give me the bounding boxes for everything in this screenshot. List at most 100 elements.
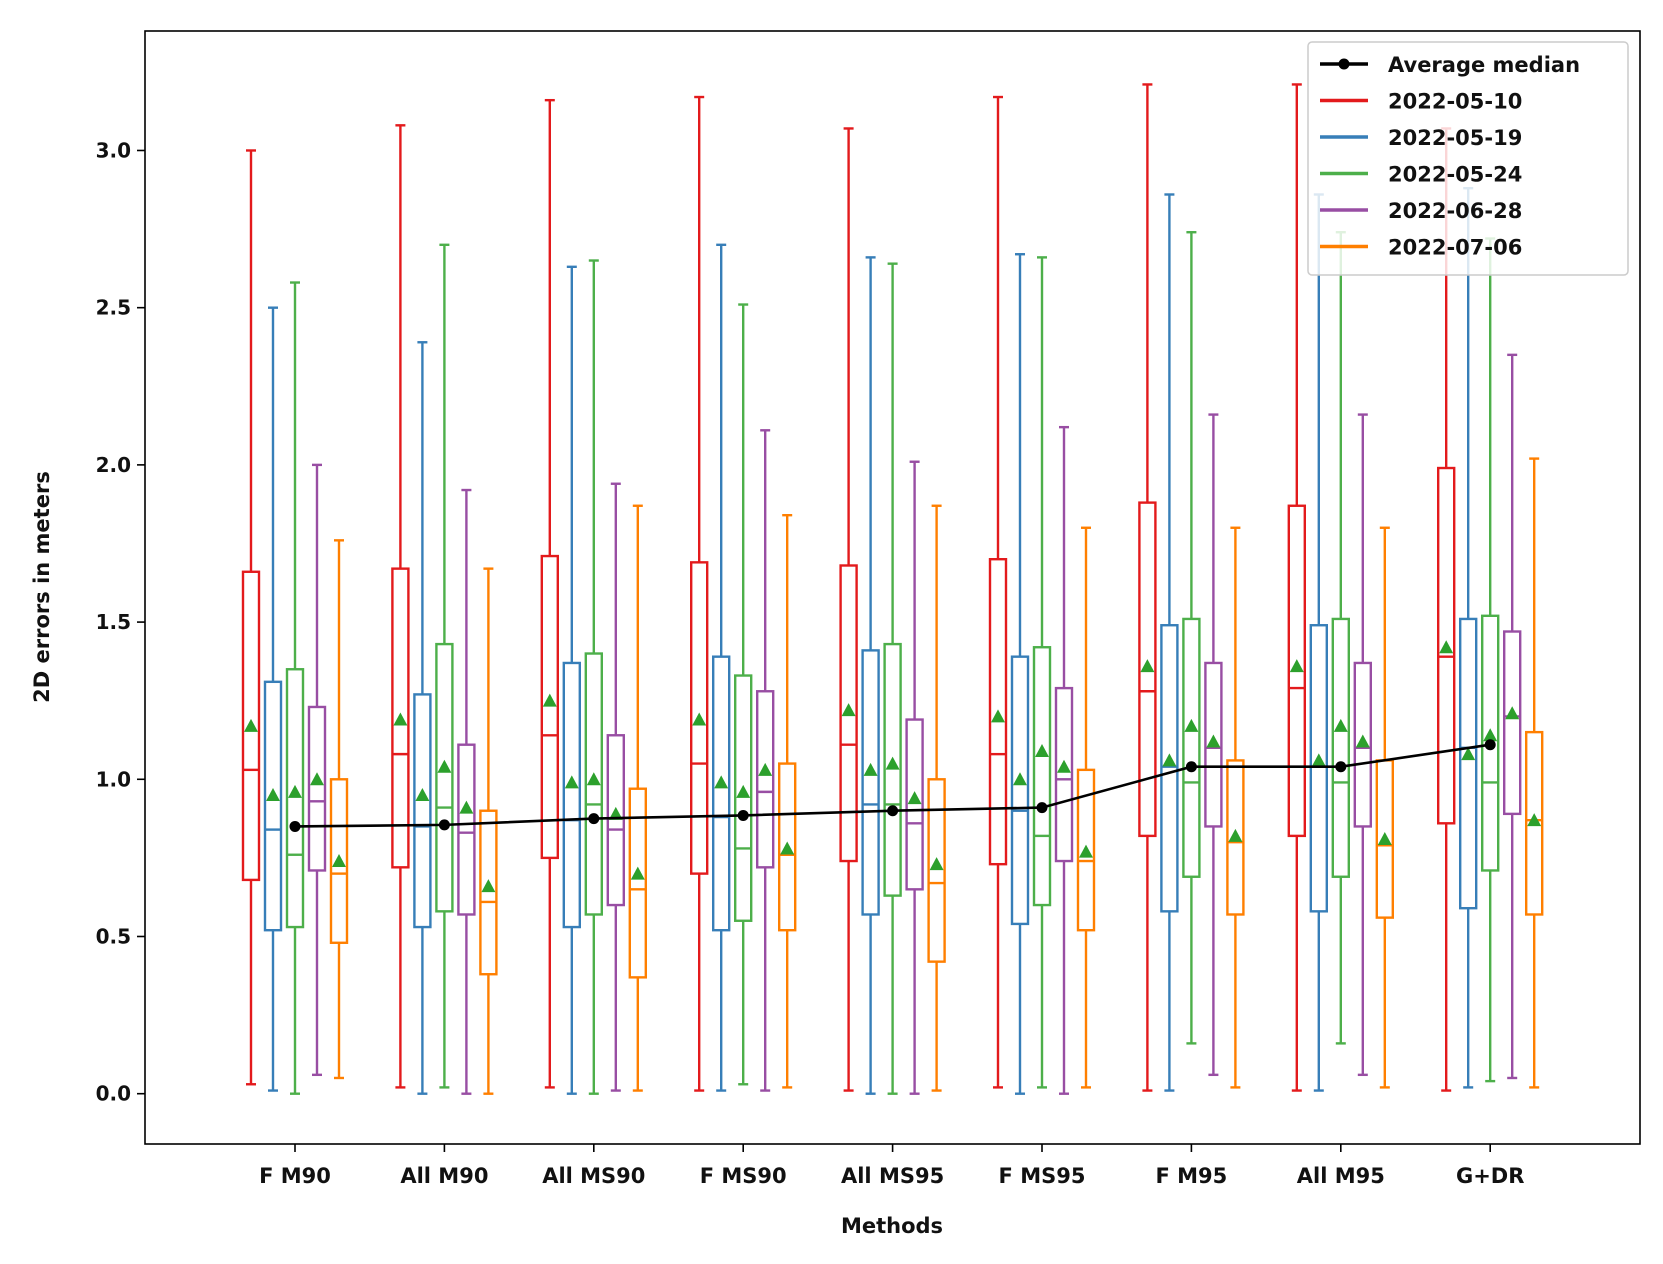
mean-marker bbox=[885, 756, 900, 770]
mean-marker bbox=[1527, 813, 1542, 827]
average-median-point bbox=[1036, 802, 1048, 814]
average-median-point bbox=[438, 819, 450, 831]
box-iqr bbox=[285, 668, 305, 929]
mean-marker bbox=[1355, 734, 1370, 748]
box-iqr bbox=[457, 743, 476, 916]
box-iqr bbox=[540, 554, 559, 860]
mean-marker bbox=[714, 775, 729, 789]
x-tick-label: All M90 bbox=[400, 1164, 488, 1188]
box-iqr bbox=[329, 778, 349, 944]
mean-marker bbox=[1035, 743, 1049, 757]
mean-marker bbox=[1483, 728, 1498, 742]
box-iqr bbox=[988, 558, 1008, 866]
mean-marker bbox=[929, 857, 944, 871]
box-2022-05-10-All M95 bbox=[1287, 83, 1307, 1092]
box-iqr bbox=[1436, 466, 1456, 825]
mean-marker bbox=[692, 712, 707, 726]
mean-marker bbox=[630, 866, 645, 880]
mean-marker bbox=[1079, 844, 1093, 858]
y-tick-label: 0.5 bbox=[96, 924, 131, 948]
legend-label: 2022-05-10 bbox=[1388, 90, 1522, 114]
x-tick-label: F M90 bbox=[259, 1164, 331, 1188]
box-2022-07-06-F MS90 bbox=[778, 513, 797, 1089]
mean-marker bbox=[266, 788, 280, 802]
series-2022-05-10 bbox=[241, 83, 1456, 1092]
box-iqr bbox=[1309, 624, 1329, 913]
box-iqr bbox=[1010, 655, 1030, 926]
mean-marker bbox=[1461, 747, 1476, 761]
mean-marker bbox=[780, 841, 795, 855]
mean-marker bbox=[736, 784, 751, 798]
box-2022-05-24-F MS95 bbox=[1032, 256, 1052, 1089]
box-2022-06-28-F M95 bbox=[1204, 413, 1223, 1077]
average-median-point bbox=[887, 805, 899, 817]
box-iqr bbox=[1502, 630, 1522, 816]
box-2022-05-10-All M90 bbox=[391, 124, 410, 1089]
box-iqr bbox=[778, 762, 797, 932]
box-2022-05-24-F M90 bbox=[285, 281, 305, 1095]
legend-label: Average median bbox=[1388, 53, 1580, 77]
box-2022-05-24-All MS95 bbox=[883, 262, 902, 1095]
mean-marker bbox=[542, 693, 557, 707]
mean-marker bbox=[608, 806, 623, 820]
mean-marker bbox=[758, 762, 773, 776]
box-2022-06-28-All M95 bbox=[1353, 413, 1373, 1077]
legend-marker bbox=[1338, 58, 1350, 70]
y-axis: 0.0 0.5 1.0 1.5 2.0 2.5 3.0 bbox=[96, 138, 145, 1106]
box-iqr bbox=[1204, 661, 1223, 828]
legend-label: 2022-07-06 bbox=[1388, 236, 1522, 260]
mean-marker bbox=[1377, 832, 1392, 846]
box-iqr bbox=[413, 693, 432, 929]
y-tick-label: 3.0 bbox=[96, 138, 131, 162]
y-tick-label: 2.0 bbox=[96, 453, 131, 477]
box-iqr bbox=[734, 674, 753, 922]
mean-marker bbox=[564, 775, 579, 789]
box-iqr bbox=[756, 690, 775, 869]
mean-marker bbox=[1311, 753, 1326, 767]
mean-marker bbox=[310, 772, 324, 786]
box-iqr bbox=[479, 809, 498, 976]
box-2022-07-06-All M90 bbox=[479, 567, 498, 1095]
mean-marker bbox=[393, 712, 408, 726]
box-iqr bbox=[712, 655, 731, 932]
box-2022-05-19-All MS95 bbox=[861, 256, 880, 1095]
mean-marker bbox=[1289, 659, 1304, 673]
box-iqr bbox=[1480, 614, 1500, 872]
box-2022-05-24-F M95 bbox=[1182, 231, 1201, 1045]
mean-marker bbox=[991, 709, 1005, 723]
box-iqr bbox=[1524, 730, 1544, 916]
legend-label: 2022-05-19 bbox=[1388, 126, 1522, 150]
y-tick-label: 1.0 bbox=[96, 767, 131, 791]
x-tick-label: F M95 bbox=[1156, 1164, 1228, 1188]
box-iqr bbox=[1331, 617, 1351, 878]
box-2022-05-10-F M90 bbox=[241, 149, 261, 1086]
series-2022-05-24 bbox=[285, 231, 1500, 1095]
box-2022-06-28-All M90 bbox=[457, 488, 476, 1095]
mean-marker bbox=[1162, 753, 1177, 767]
series-2022-07-06 bbox=[329, 457, 1544, 1095]
box-2022-06-28-F M90 bbox=[307, 463, 327, 1077]
y-tick-label: 1.5 bbox=[96, 610, 131, 634]
mean-marker bbox=[586, 772, 601, 786]
box-iqr bbox=[391, 567, 410, 869]
average-median-point bbox=[1335, 761, 1347, 773]
series-2022-06-28 bbox=[307, 353, 1522, 1095]
box-iqr bbox=[690, 561, 709, 875]
box-2022-05-10-F M95 bbox=[1138, 83, 1157, 1092]
legend: Average median 2022-05-10 2022-05-19 2022-0… bbox=[1307, 41, 1629, 276]
box-2022-07-06-F MS95 bbox=[1076, 526, 1096, 1089]
box-iqr bbox=[1458, 617, 1478, 910]
mean-marker bbox=[459, 800, 474, 814]
box-iqr bbox=[1076, 768, 1096, 932]
mean-marker bbox=[1439, 640, 1454, 654]
box-2022-05-10-All MS95 bbox=[839, 127, 858, 1092]
box-2022-06-28-G+DR bbox=[1502, 353, 1522, 1080]
box-2022-05-24-All MS90 bbox=[584, 259, 603, 1095]
box-2022-05-19-F MS95 bbox=[1010, 253, 1030, 1095]
box-iqr bbox=[839, 564, 858, 863]
box-2022-06-28-F MS90 bbox=[756, 429, 775, 1092]
mean-marker bbox=[332, 854, 346, 868]
average-median-point bbox=[737, 809, 749, 821]
box-iqr bbox=[1054, 686, 1074, 863]
